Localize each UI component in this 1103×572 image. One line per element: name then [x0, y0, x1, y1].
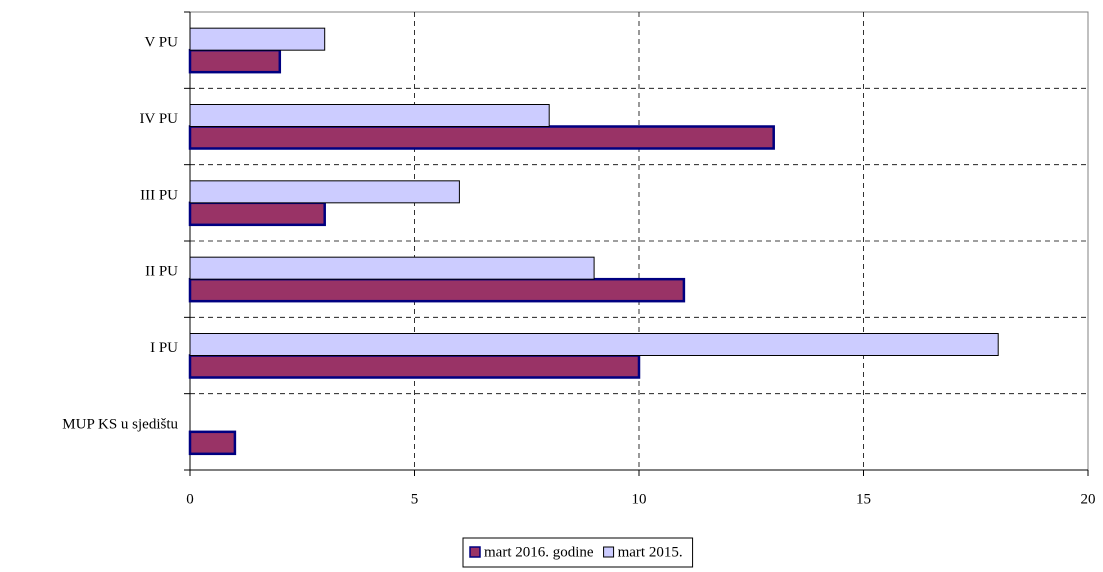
bar [189, 180, 460, 204]
legend-swatch [603, 546, 615, 558]
bar [189, 104, 550, 127]
legend: mart 2016. godine mart 2015. [462, 537, 694, 568]
y-tick-label: MUP KS u sjedištu [62, 416, 178, 432]
legend-box [462, 537, 694, 568]
bar [188, 354, 641, 379]
bar [188, 201, 326, 227]
legend-label: mart 2016. godine [484, 544, 594, 560]
legend-swatch [469, 546, 481, 558]
y-tick-label: V PU [145, 35, 179, 51]
y-tick-label: IV PU [140, 111, 179, 127]
bar [189, 27, 326, 51]
x-tick-label: 5 [411, 491, 419, 507]
y-tick-label: I PU [150, 340, 178, 356]
bar [188, 430, 237, 456]
bar [188, 277, 686, 303]
bar [188, 48, 282, 74]
bar [189, 256, 595, 280]
x-tick-label: 0 [186, 491, 194, 507]
bar [188, 125, 775, 150]
y-tick-label: III PU [140, 187, 178, 203]
x-tick-label: 15 [856, 491, 871, 507]
legend-label: mart 2015. [618, 544, 683, 560]
x-tick-label: 20 [1081, 491, 1096, 507]
x-tick-label: 10 [632, 491, 647, 507]
bar [189, 333, 999, 356]
y-tick-label: II PU [145, 264, 178, 280]
